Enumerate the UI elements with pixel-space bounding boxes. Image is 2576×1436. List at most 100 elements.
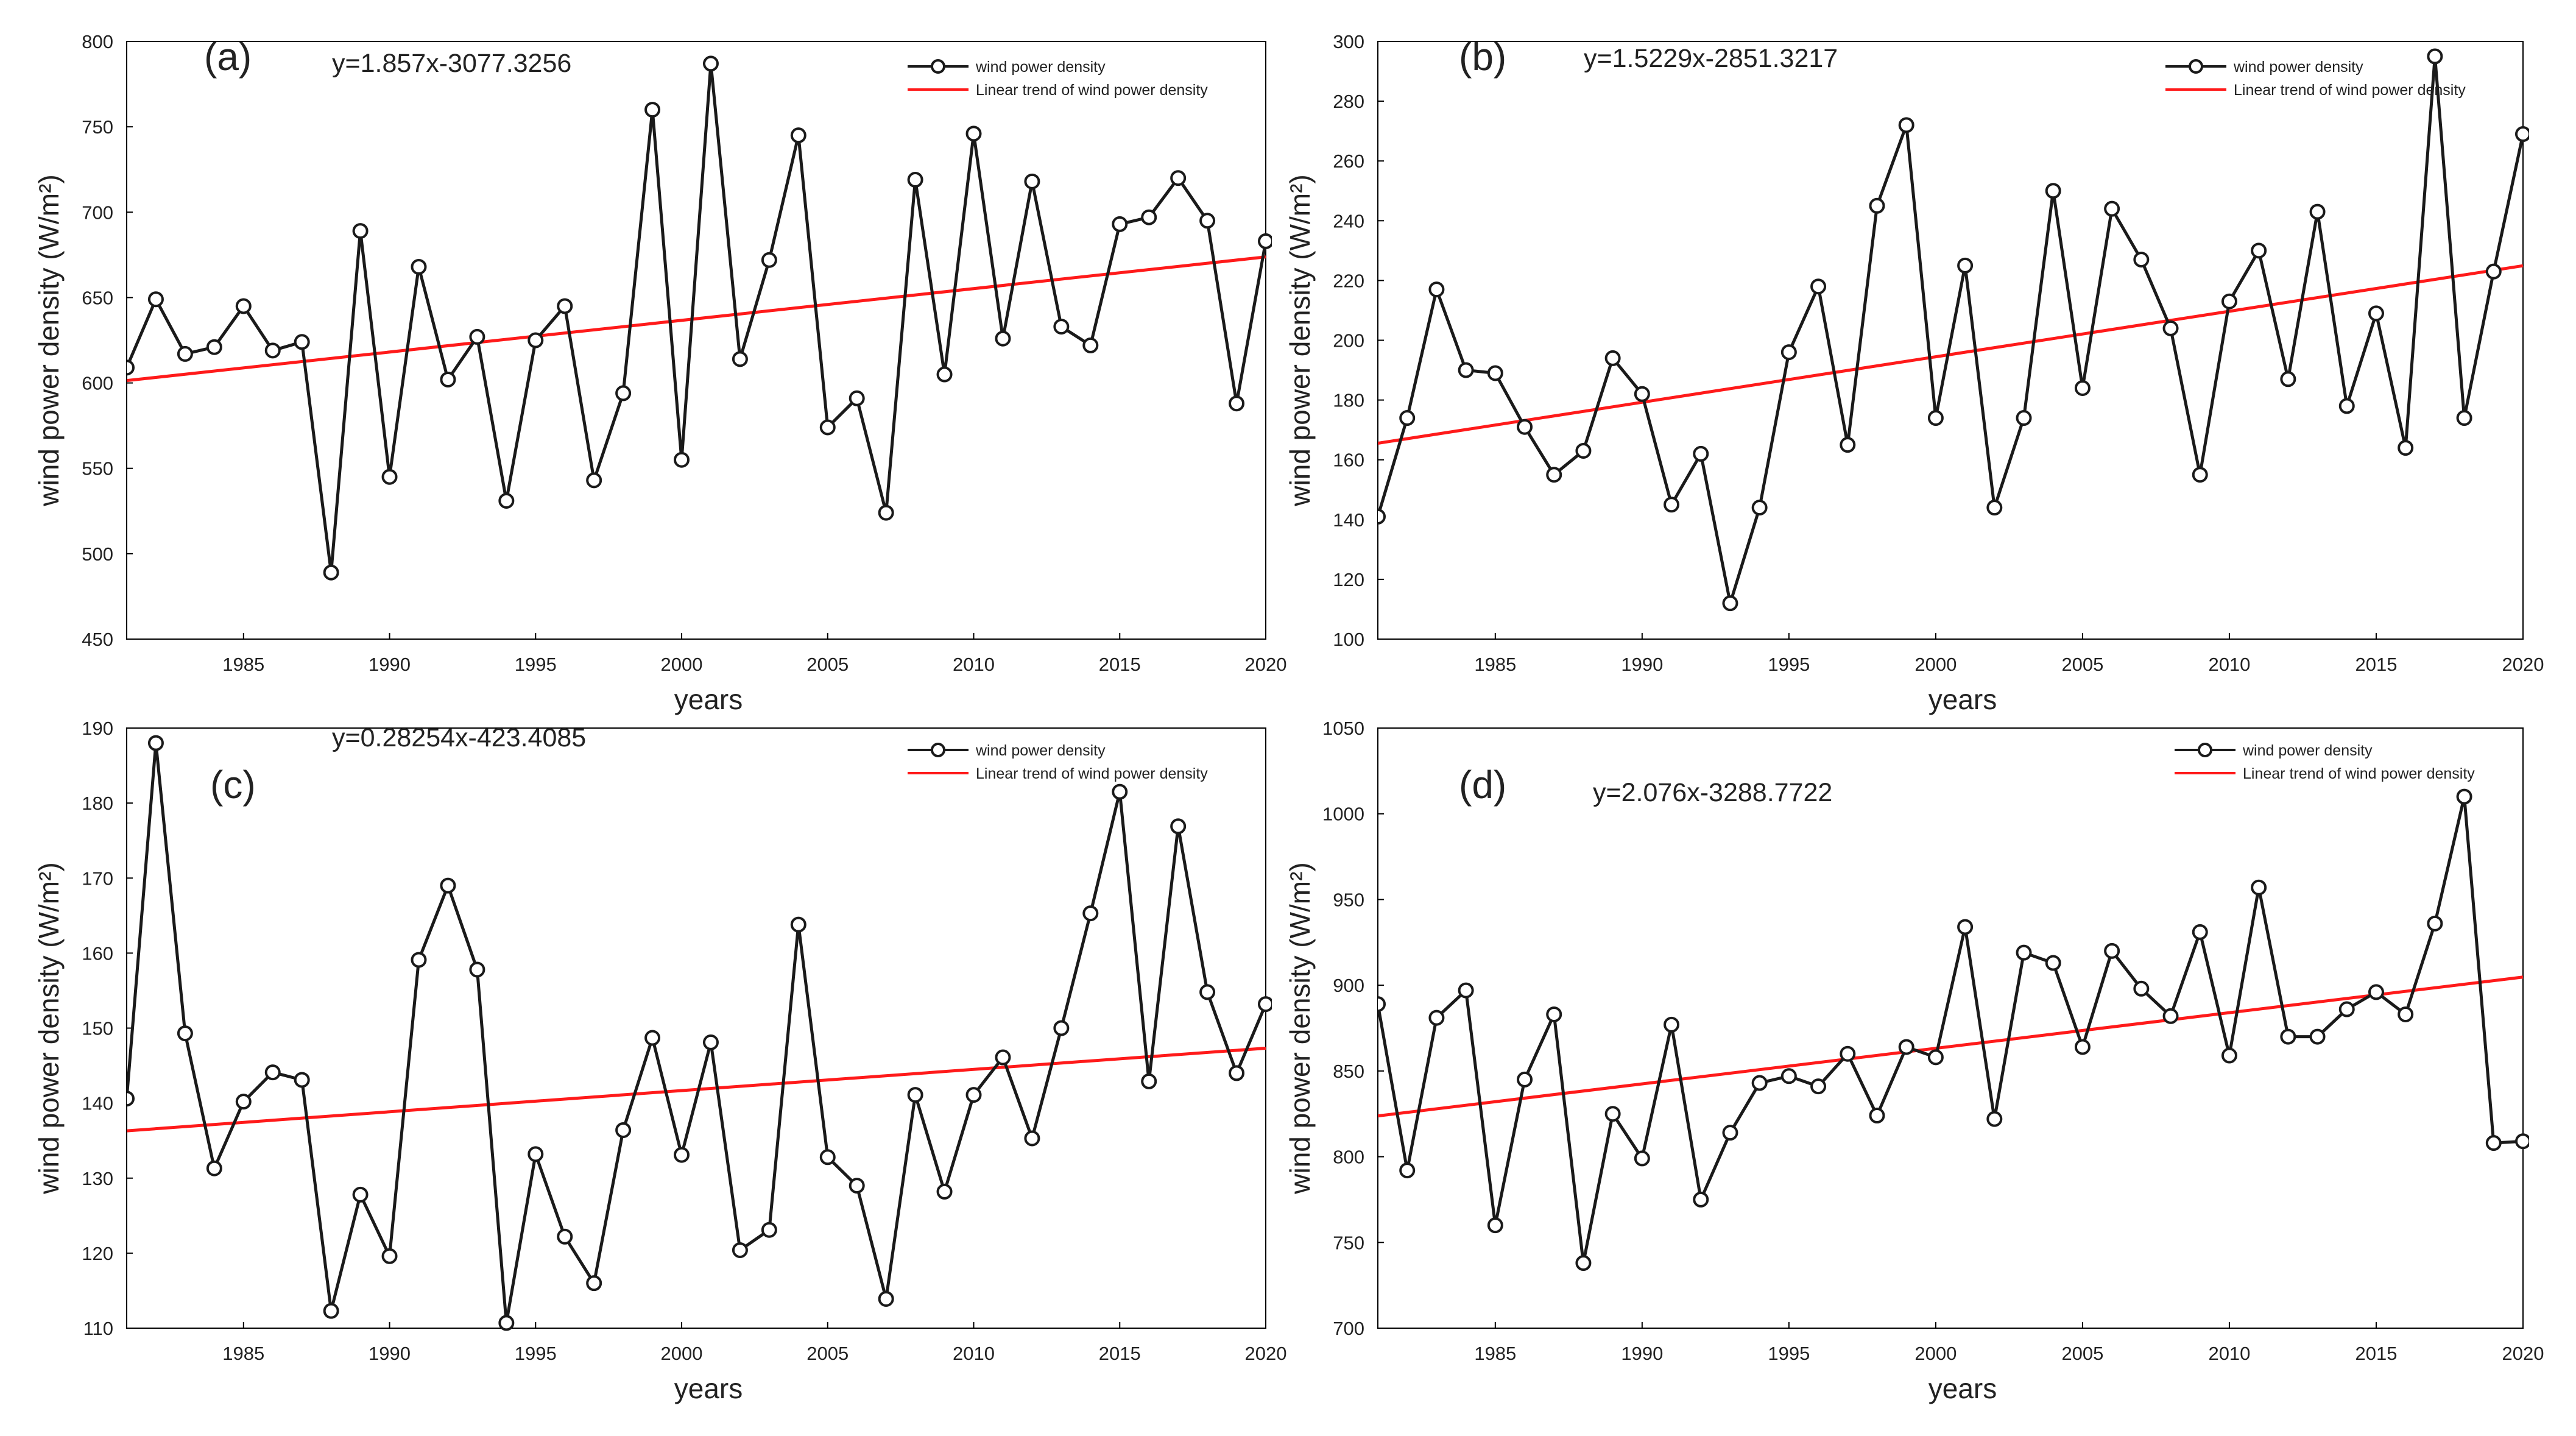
data-point bbox=[411, 952, 427, 968]
data-point bbox=[1458, 362, 1474, 378]
data-point bbox=[440, 371, 456, 387]
data-point bbox=[1378, 996, 1386, 1013]
data-point bbox=[878, 504, 894, 521]
x-tick-label: 2000 bbox=[661, 654, 703, 675]
chart-panel-b: 100 120 140 160 180 200 220 240 260 280 300 1985 199… bbox=[1284, 31, 2544, 715]
chart-panel-d: 700 750 800 850 900 950 1000 1050 1985 1990 1995 20… bbox=[1284, 718, 2544, 1404]
data-point bbox=[1112, 216, 1128, 232]
y-tick-label: 850 bbox=[1333, 1061, 1364, 1082]
data-point bbox=[498, 492, 515, 509]
data-point bbox=[1927, 1049, 1944, 1066]
data-point bbox=[732, 351, 748, 367]
data-point bbox=[1693, 445, 1709, 462]
data-point bbox=[1986, 1111, 2003, 1127]
data-point bbox=[1517, 419, 1533, 435]
panel-label: (a) bbox=[204, 35, 252, 79]
data-point bbox=[790, 127, 806, 144]
x-tick-label: 1990 bbox=[1621, 654, 1663, 675]
data-point bbox=[615, 1122, 632, 1138]
panel-label: (d) bbox=[1459, 763, 1506, 807]
data-point bbox=[323, 1303, 339, 1319]
data-point bbox=[644, 1030, 661, 1046]
data-point bbox=[206, 339, 222, 355]
y-tick-label: 800 bbox=[1333, 1147, 1364, 1168]
x-tick-label: 2010 bbox=[953, 654, 995, 675]
data-point bbox=[1957, 919, 1974, 935]
x-tick-label: 1995 bbox=[515, 654, 557, 675]
legend-series-marker bbox=[931, 59, 945, 74]
series-line bbox=[1378, 795, 2524, 1265]
data-point bbox=[294, 334, 310, 350]
data-point bbox=[177, 1025, 193, 1042]
legend: wind power density Linear trend of wind p… bbox=[2175, 742, 2475, 782]
data-point bbox=[1722, 1125, 1738, 1141]
plot-area bbox=[127, 55, 1272, 581]
legend-series-marker bbox=[2198, 743, 2212, 757]
data-point bbox=[995, 1049, 1011, 1066]
data-point bbox=[2162, 320, 2179, 336]
data-point bbox=[498, 1315, 515, 1331]
x-tick-label: 1985 bbox=[222, 1343, 264, 1364]
data-point bbox=[1487, 1217, 1503, 1234]
x-tick-label: 2000 bbox=[1914, 1343, 1957, 1364]
y-tick-label: 900 bbox=[1333, 975, 1364, 996]
data-point bbox=[2162, 1008, 2179, 1024]
legend-trend-label: Linear trend of wind power density bbox=[976, 82, 1208, 99]
x-tick-label: 2020 bbox=[2502, 654, 2544, 675]
data-point bbox=[1869, 197, 1885, 214]
plot-area bbox=[1378, 48, 2529, 612]
legend-series-label: wind power density bbox=[975, 742, 1106, 759]
y-tick-label: 120 bbox=[1333, 569, 1364, 590]
data-point bbox=[1664, 1016, 1680, 1033]
x-tick-label: 1995 bbox=[1768, 1343, 1810, 1364]
x-axis-label: years bbox=[674, 1373, 743, 1404]
data-point bbox=[1898, 1039, 1914, 1055]
x-axis-label: years bbox=[1928, 1373, 1997, 1404]
x-tick-label: 2020 bbox=[2502, 1343, 2544, 1364]
legend: wind power density Linear trend of wind p… bbox=[908, 58, 1208, 99]
chart-panel-a: 450 500 550 600 650 700 750 800 1985 1990 1995 2000… bbox=[33, 31, 1286, 715]
data-point bbox=[294, 1072, 310, 1088]
y-tick-label: 260 bbox=[1333, 150, 1364, 172]
data-point bbox=[1229, 395, 1245, 412]
data-point bbox=[936, 1183, 953, 1200]
y-axis-label: wind power density (W/m²) bbox=[33, 862, 65, 1194]
data-point bbox=[264, 342, 281, 359]
plot-frame bbox=[126, 727, 1266, 1329]
data-point bbox=[1487, 365, 1503, 381]
data-point bbox=[2338, 398, 2355, 414]
data-point bbox=[907, 1087, 923, 1103]
data-point bbox=[2280, 1028, 2296, 1045]
x-tick-label: 1990 bbox=[1621, 1343, 1663, 1364]
data-point bbox=[2338, 1001, 2355, 1017]
data-point bbox=[1378, 508, 1386, 525]
data-point bbox=[1112, 783, 1128, 800]
data-point bbox=[2074, 1039, 2091, 1055]
data-point bbox=[2251, 242, 2267, 259]
data-point bbox=[2192, 924, 2208, 940]
data-point bbox=[1199, 213, 1216, 229]
legend-series-label: wind power density bbox=[975, 58, 1106, 76]
data-point bbox=[2221, 293, 2237, 309]
data-point bbox=[2104, 943, 2120, 959]
data-point bbox=[2133, 252, 2150, 268]
data-point bbox=[2309, 1028, 2326, 1045]
y-tick-label: 140 bbox=[82, 1093, 113, 1114]
y-axis-label: wind power density (W/m²) bbox=[1284, 862, 1316, 1194]
data-point bbox=[1517, 1071, 1533, 1088]
data-point bbox=[557, 298, 573, 314]
panel-label: (b) bbox=[1459, 35, 1506, 79]
x-tick-label: 2010 bbox=[953, 1343, 995, 1364]
data-point bbox=[2133, 980, 2150, 997]
data-point bbox=[2221, 1047, 2237, 1064]
data-point bbox=[2515, 126, 2529, 143]
data-point bbox=[2368, 984, 2384, 1000]
data-point bbox=[878, 1290, 894, 1307]
trend-line bbox=[127, 255, 1266, 383]
x-tick-label: 2010 bbox=[2208, 654, 2250, 675]
data-point bbox=[1258, 996, 1272, 1013]
data-point bbox=[849, 1178, 865, 1194]
data-point bbox=[2398, 440, 2414, 456]
y-tick-label: 450 bbox=[82, 629, 113, 650]
